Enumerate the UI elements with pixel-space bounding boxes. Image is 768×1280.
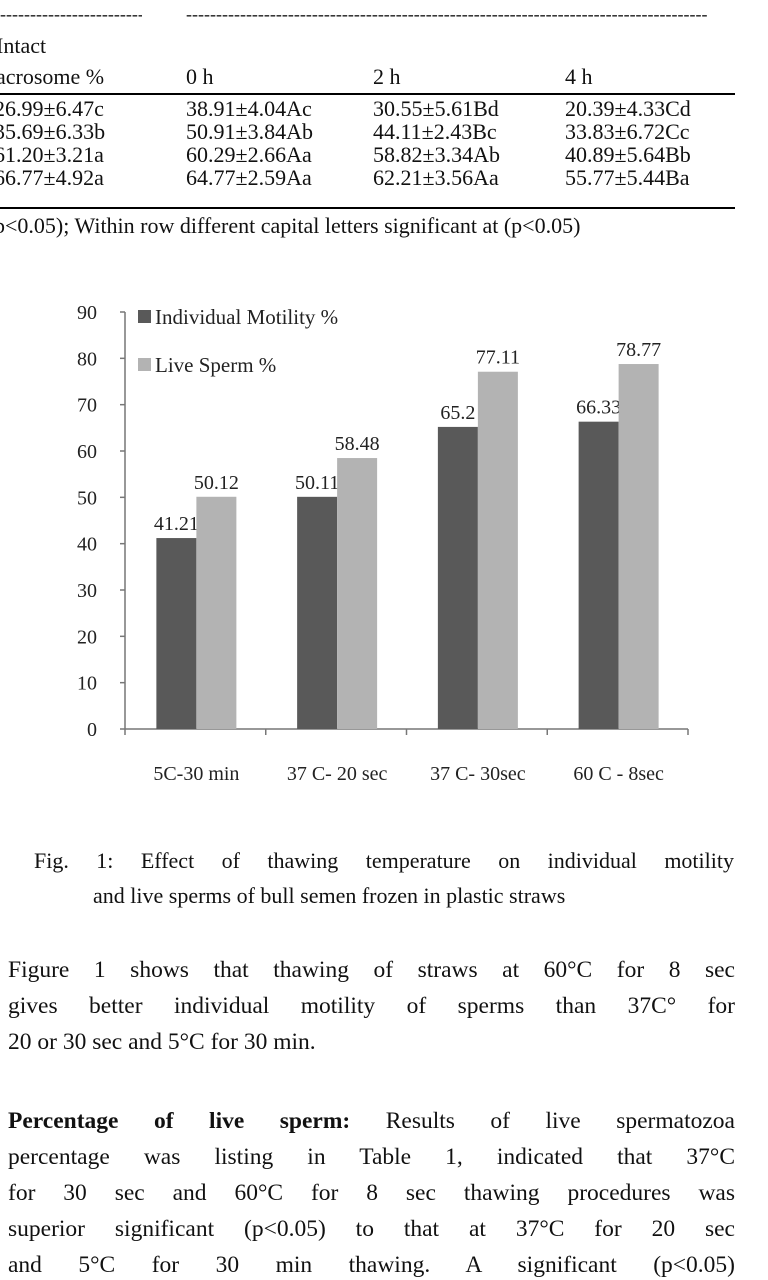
figure-caption-line2: and live sperms of bull semen frozen in …: [93, 883, 566, 908]
table-cell: 44.11±2.43Bc: [373, 119, 497, 144]
table-cell: 33.83±6.72Cc: [565, 119, 690, 144]
bar-live-sperm: [196, 496, 237, 729]
table-cell: 66.77±4.92a: [0, 165, 104, 190]
bar-live-sperm: [618, 364, 659, 729]
paragraph-line: superior significant (p<0.05) to that at…: [8, 1216, 735, 1242]
data-label: 65.2: [440, 402, 475, 424]
paragraph-line: Figure 1 shows that thawing of straws at…: [8, 957, 735, 983]
legend-label: Live Sperm %: [155, 353, 276, 377]
table-cell: 50.91±3.84Ab: [186, 119, 313, 144]
bar-live-sperm: [337, 458, 378, 729]
figure-caption-line1: Fig. 1: Effect of thawing temperature on…: [34, 848, 734, 873]
table-cell: 38.91±4.04Ac: [186, 96, 312, 121]
paragraph-line: Percentage of live sperm: Results of liv…: [8, 1108, 735, 1135]
table-header-intact: Intact: [0, 33, 47, 58]
table-footnote: p<0.05); Within row different capital le…: [0, 213, 581, 238]
bar-individual-motility: [156, 538, 197, 729]
paragraph-line: percentage was listing in Table 1, indic…: [8, 1144, 735, 1170]
data-label: 50.12: [194, 472, 239, 494]
bar-chart: 0 10 20 30 40 50 60 70 80 90 5C-30 min 41.21 50.12 37…: [77, 302, 689, 785]
table-bottom-rule: [0, 207, 735, 209]
bar-individual-motility: [437, 426, 478, 729]
table-cell: 55.77±5.44Ba: [565, 165, 690, 190]
section-heading: Percentage of live sperm:: [8, 1108, 351, 1134]
legend-label: Individual Motility %: [155, 305, 338, 329]
paragraph-line: for 30 sec and 60°C for 8 sec thawing pr…: [8, 1180, 735, 1206]
y-tick-label: 90: [77, 302, 97, 324]
table-dashed-rule-right: ----------------------------------------…: [186, 4, 708, 24]
table-header-rule: [0, 93, 735, 95]
y-tick-label: 50: [77, 487, 97, 509]
table-cell: 26.99±6.47c: [0, 96, 104, 121]
legend-swatch: [138, 310, 151, 323]
table-header-4h: 4 h: [565, 64, 593, 89]
table-cell: 30.55±5.61Bd: [373, 96, 499, 121]
x-tick-label: 37 C- 20 sec: [287, 763, 388, 785]
x-tick-label: 60 C - 8sec: [573, 763, 664, 785]
bar-individual-motility: [297, 496, 338, 729]
table-dashed-rule-left: ------------------------------: [0, 4, 142, 24]
y-tick-label: 40: [77, 534, 97, 556]
table-cell: 35.69±6.33b: [0, 119, 106, 144]
table-cell: 61.20±3.21a: [0, 142, 104, 167]
table-header-acrosome: acrosome %: [0, 64, 105, 89]
data-label: 77.11: [476, 347, 520, 369]
y-tick-label: 30: [77, 580, 97, 602]
table-cell: 62.21±3.56Aa: [373, 165, 499, 190]
paragraph-text: Results of live spermatozoa: [350, 1108, 735, 1134]
bar-live-sperm: [477, 371, 518, 729]
table-cell: 20.39±4.33Cd: [565, 96, 691, 121]
y-tick-label: 70: [77, 395, 97, 417]
table-cell: 40.89±5.64Bb: [565, 142, 691, 167]
y-tick-label: 0: [87, 719, 97, 741]
data-label: 66.33: [576, 397, 621, 419]
table-cell: 64.77±2.59Aa: [186, 165, 312, 190]
legend-swatch: [138, 358, 151, 371]
data-label: 58.48: [335, 433, 380, 455]
table-cell: 58.82±3.34Ab: [373, 142, 500, 167]
y-tick-label: 80: [77, 348, 97, 370]
table-header-0h: 0 h: [186, 64, 214, 89]
bar-individual-motility: [578, 421, 619, 729]
x-tick-label: 37 C- 30sec: [430, 763, 526, 785]
table-header-2h: 2 h: [373, 64, 401, 89]
y-tick-label: 20: [77, 626, 97, 648]
paragraph-line: 20 or 30 sec and 5°C for 30 min.: [8, 1029, 316, 1055]
paragraph-line: and 5°C for 30 min thawing. A significan…: [8, 1252, 735, 1278]
data-label: 41.21: [154, 513, 199, 535]
y-tick-label: 60: [77, 441, 97, 463]
data-label: 78.77: [616, 339, 661, 361]
x-tick-label: 5C-30 min: [153, 763, 239, 785]
table-cell: 60.29±2.66Aa: [186, 142, 312, 167]
paragraph-line: gives better individual motility of sper…: [8, 993, 735, 1019]
data-label: 50.11: [295, 472, 339, 494]
y-tick-label: 10: [77, 673, 97, 695]
